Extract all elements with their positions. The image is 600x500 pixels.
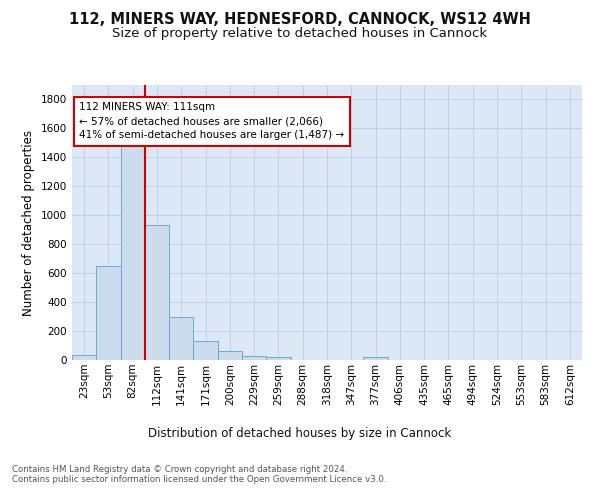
Text: 112 MINERS WAY: 111sqm
← 57% of detached houses are smaller (2,066)
41% of semi-: 112 MINERS WAY: 111sqm ← 57% of detached… bbox=[79, 102, 344, 141]
Bar bbox=[145, 224, 169, 360]
Bar bbox=[364, 357, 388, 360]
Bar bbox=[193, 341, 218, 360]
Bar bbox=[72, 355, 96, 360]
Text: Distribution of detached houses by size in Cannock: Distribution of detached houses by size … bbox=[148, 428, 452, 440]
Bar bbox=[96, 266, 121, 360]
Text: Contains HM Land Registry data © Crown copyright and database right 2024.
Contai: Contains HM Land Registry data © Crown c… bbox=[12, 465, 386, 484]
Bar bbox=[121, 145, 145, 360]
Text: 112, MINERS WAY, HEDNESFORD, CANNOCK, WS12 4WH: 112, MINERS WAY, HEDNESFORD, CANNOCK, WS… bbox=[69, 12, 531, 28]
Bar bbox=[169, 318, 193, 360]
Bar bbox=[218, 350, 242, 360]
Bar bbox=[242, 356, 266, 360]
Y-axis label: Number of detached properties: Number of detached properties bbox=[22, 130, 35, 316]
Text: Size of property relative to detached houses in Cannock: Size of property relative to detached ho… bbox=[112, 28, 488, 40]
Bar bbox=[266, 357, 290, 360]
